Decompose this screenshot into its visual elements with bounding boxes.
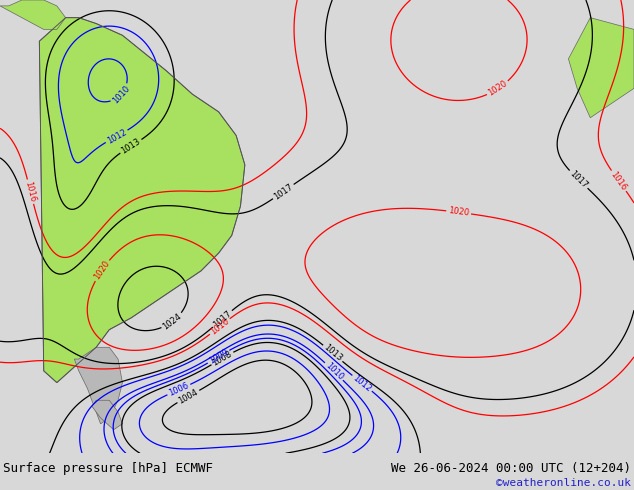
- Text: 1006: 1006: [167, 381, 190, 398]
- Text: 1017: 1017: [211, 309, 233, 329]
- Polygon shape: [39, 18, 245, 383]
- Text: ©weatheronline.co.uk: ©weatheronline.co.uk: [496, 478, 631, 488]
- Text: 1016: 1016: [209, 317, 231, 337]
- Text: 1020: 1020: [92, 259, 112, 282]
- Text: 1012: 1012: [351, 373, 373, 393]
- Text: 1010: 1010: [323, 361, 345, 382]
- Text: 1004: 1004: [177, 388, 200, 406]
- Text: 1016: 1016: [609, 170, 628, 192]
- Text: We 26-06-2024 00:00 UTC (12+204): We 26-06-2024 00:00 UTC (12+204): [391, 463, 631, 475]
- Text: 1012: 1012: [105, 127, 128, 146]
- Text: 1008: 1008: [211, 349, 234, 368]
- Text: 1017: 1017: [272, 182, 295, 201]
- Text: 1024: 1024: [161, 312, 183, 331]
- Text: 1009: 1009: [207, 347, 230, 366]
- Polygon shape: [0, 0, 65, 29]
- Text: 1013: 1013: [120, 137, 142, 156]
- Text: 1013: 1013: [322, 343, 344, 364]
- Polygon shape: [92, 400, 122, 430]
- Text: 1016: 1016: [23, 180, 37, 203]
- Polygon shape: [569, 18, 634, 118]
- Polygon shape: [74, 347, 122, 424]
- Text: 1017: 1017: [568, 169, 589, 190]
- Text: 1010: 1010: [110, 83, 131, 105]
- Text: Surface pressure [hPa] ECMWF: Surface pressure [hPa] ECMWF: [3, 463, 213, 475]
- Text: 1020: 1020: [448, 206, 470, 218]
- Text: 1020: 1020: [487, 79, 509, 98]
